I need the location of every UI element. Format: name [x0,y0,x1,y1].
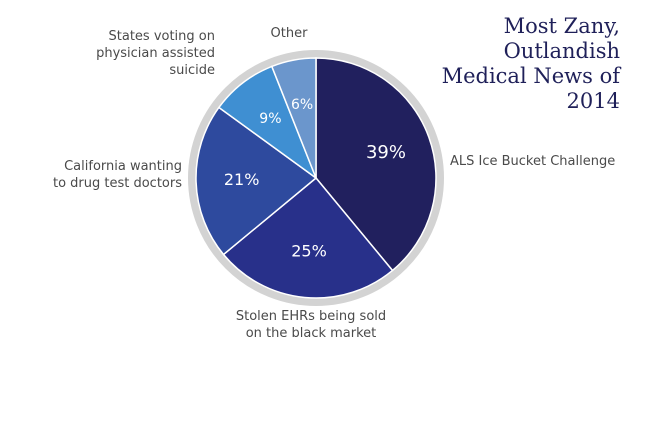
chart-title: Most Zany, Outlandish Medical News of 20… [400,14,620,114]
slice-category-label: California wanting to drug test doctors [53,159,182,191]
chart-title-line: Outlandish [503,39,620,63]
slice-category-label: Other [271,26,309,41]
chart-title-line: Most Zany, [503,14,620,38]
chart-title-line: 2014 [566,89,620,113]
slice-category-label: ALS Ice Bucket Challenge [450,154,615,169]
pie-slice [315,57,437,272]
chart-title-line: Medical News of [441,64,620,88]
slice-percent-label: 25% [291,242,327,261]
pie-slice [222,176,394,299]
pie-slice [195,106,318,256]
pie-slice [270,57,317,179]
slice-category-label: States voting on physician assisted suicid… [96,29,215,78]
slice-percent-label: 9% [259,111,281,127]
slice-percent-label: 39% [366,142,406,163]
pie-outer-ring [188,50,444,306]
slice-percent-label: 6% [291,97,313,113]
slice-percent-label: 21% [224,170,260,189]
slice-category-label: Stolen EHRs being sold on the black marke… [236,309,386,341]
